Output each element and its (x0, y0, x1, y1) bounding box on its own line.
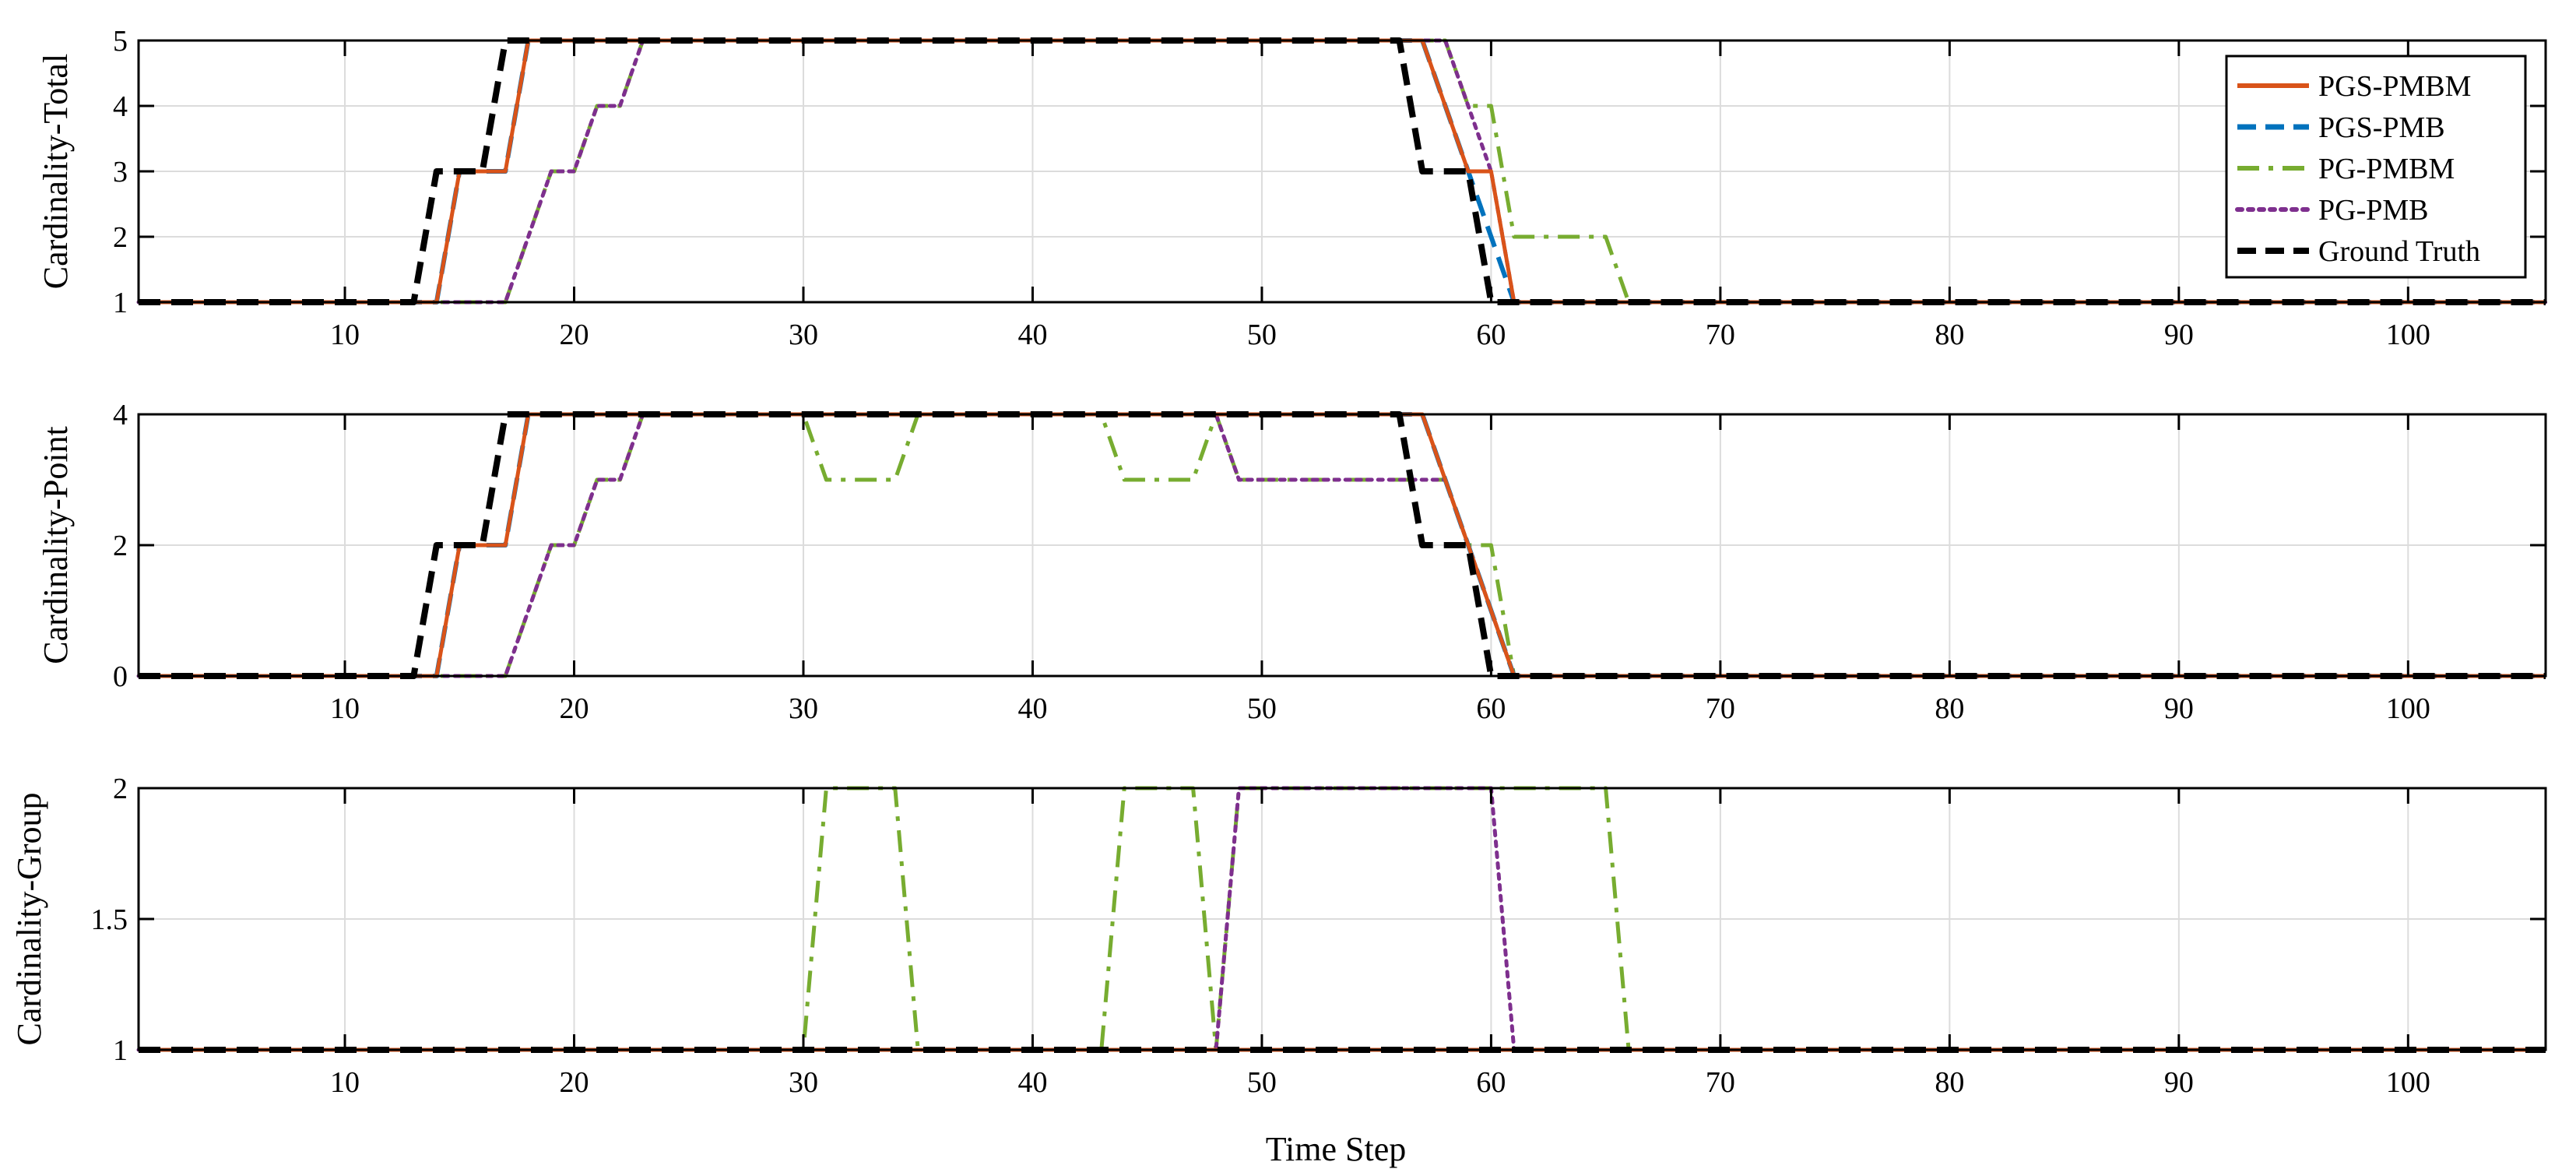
subplot-1: 10 20 30 40 50 60 70 80 90 100 1 2 3 4 5 Cardinality-To… (37, 25, 2548, 351)
x-tick-label: 40 (1017, 319, 1047, 351)
x-tick-label: 40 (1017, 1066, 1047, 1099)
x-tick-label: 90 (2164, 1066, 2194, 1099)
y-tick-label: 0 (113, 660, 128, 693)
x-tick-label: 30 (789, 319, 818, 351)
legend-box (2225, 55, 2527, 279)
series-line-pg-pmb (136, 38, 2548, 305)
x-tick-label: 40 (1017, 692, 1047, 725)
x-tick-label: 100 (2386, 692, 2430, 725)
x-tick-label: 100 (2386, 319, 2430, 351)
x-tick-label: 70 (1706, 1066, 1735, 1099)
y-tick-label: 4 (113, 90, 128, 123)
x-tick-label: 60 (1476, 1066, 1506, 1099)
x-tick-label: 50 (1247, 319, 1277, 351)
x-tick-label: 80 (1935, 692, 1964, 725)
subplot-2: 10 20 30 40 50 60 70 80 90 100 0 2 4 Cardinality-Poin… (37, 399, 2548, 725)
x-tick-label: 10 (330, 319, 360, 351)
y-tick-label: 2 (113, 773, 128, 805)
y-tick-label: 1 (113, 287, 128, 319)
x-tick-label: 30 (789, 1066, 818, 1099)
y-tick-label: 4 (113, 399, 128, 431)
x-tick-label: 70 (1706, 319, 1735, 351)
subplot-3: 10 20 30 40 50 60 70 80 90 100 1 1.5 2 Cardinality-Gr… (10, 773, 2548, 1099)
x-tick-label: 20 (560, 319, 589, 351)
x-axis-label: Time Step (1266, 1130, 1407, 1168)
x-tick-label: 20 (560, 1066, 589, 1099)
grid (139, 787, 2546, 1051)
y-tick-label: 1 (113, 1034, 128, 1067)
x-tick-label: 60 (1476, 319, 1506, 351)
y-axis-label: Cardinality-Total (37, 54, 75, 289)
x-tick-label: 50 (1247, 1066, 1277, 1099)
x-tick-label: 10 (330, 1066, 360, 1099)
x-tick-label: 50 (1247, 692, 1277, 725)
x-tick-label: 100 (2386, 1066, 2430, 1099)
legend: PGS-PMBM PGS-PMB PG-PMBM PG-PMB Ground Truth (2225, 55, 2527, 279)
legend-label: PGS-PMB (2318, 111, 2445, 144)
legend-label: PG-PMBM (2318, 153, 2455, 185)
x-tick-label: 20 (560, 692, 589, 725)
y-tick-label: 2 (113, 221, 128, 254)
y-tick-label: 2 (113, 530, 128, 562)
x-tick-label: 90 (2164, 319, 2194, 351)
x-tick-label: 80 (1935, 1066, 1964, 1099)
series-line-pgs-pmb (139, 38, 2546, 305)
x-tick-label: 70 (1706, 692, 1735, 725)
y-axis-label: Cardinality-Group (10, 792, 48, 1045)
x-tick-label: 90 (2164, 692, 2194, 725)
y-axis-label: Cardinality-Point (37, 426, 75, 664)
y-tick-label: 1.5 (91, 903, 128, 936)
y-tick-label: 5 (113, 25, 128, 58)
x-tick-label: 10 (330, 692, 360, 725)
x-tick-label: 30 (789, 692, 818, 725)
legend-label: Ground Truth (2318, 235, 2480, 268)
y-tick-label: 3 (113, 156, 128, 188)
x-tick-label: 80 (1935, 319, 1964, 351)
legend-label: PG-PMB (2318, 194, 2429, 227)
x-tick-label: 60 (1476, 692, 1506, 725)
legend-label: PGS-PMBM (2318, 70, 2471, 103)
